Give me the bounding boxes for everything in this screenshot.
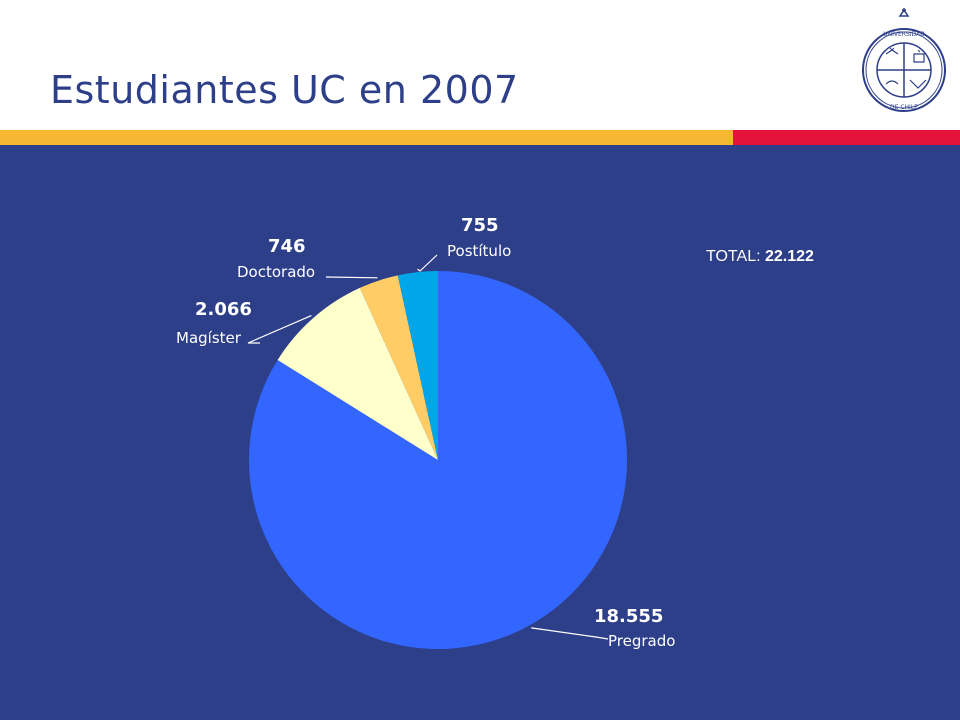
slice-value-pregrado: 18.555 — [594, 606, 663, 627]
pie-slice-doctorado — [359, 275, 438, 460]
leader-line-doctorado — [325, 276, 378, 279]
accent-bar-yellow — [0, 130, 733, 145]
chart-panel: 18.555 2.066 746 755 Pregrado Magíster D… — [0, 145, 960, 720]
pie-slices — [249, 271, 628, 649]
slice-label-postitulo: Postítulo — [447, 242, 511, 260]
leader-line-pregrado — [531, 627, 609, 640]
slice-label-pregrado: Pregrado — [608, 632, 675, 650]
slice-value-postitulo: 755 — [461, 215, 499, 236]
slide-title: Estudiantes UC en 2007 — [50, 68, 519, 112]
slide-header: Estudiantes UC en 2007 UNIVERSIDAD DE CH… — [0, 0, 960, 130]
slice-label-magister: Magíster — [176, 329, 242, 347]
pie-chart: 18.555 2.066 746 755 Pregrado Magíster D… — [176, 215, 814, 650]
slice-label-doctorado: Doctorado — [237, 263, 315, 281]
leader-line-postitulo — [417, 254, 438, 272]
leader-lines — [247, 254, 609, 640]
total-value: 22.122 — [765, 248, 814, 265]
pie-slice-pregrado — [249, 271, 628, 649]
leader-line-magister — [247, 315, 312, 344]
slice-value-magister: 2.066 — [195, 299, 252, 320]
pie-slice-postitulo — [397, 271, 438, 460]
total-annotation: TOTAL: 22.122 — [706, 248, 814, 265]
slice-value-doctorado: 746 — [268, 236, 306, 257]
total-label: TOTAL: — [706, 248, 765, 265]
accent-bar-red — [733, 130, 960, 145]
pie-slice-magister — [277, 287, 438, 460]
svg-text:UNIVERSIDAD: UNIVERSIDAD — [883, 31, 925, 38]
university-seal-icon: UNIVERSIDAD DE CHILE — [862, 8, 946, 112]
svg-text:DE CHILE: DE CHILE — [890, 104, 918, 111]
